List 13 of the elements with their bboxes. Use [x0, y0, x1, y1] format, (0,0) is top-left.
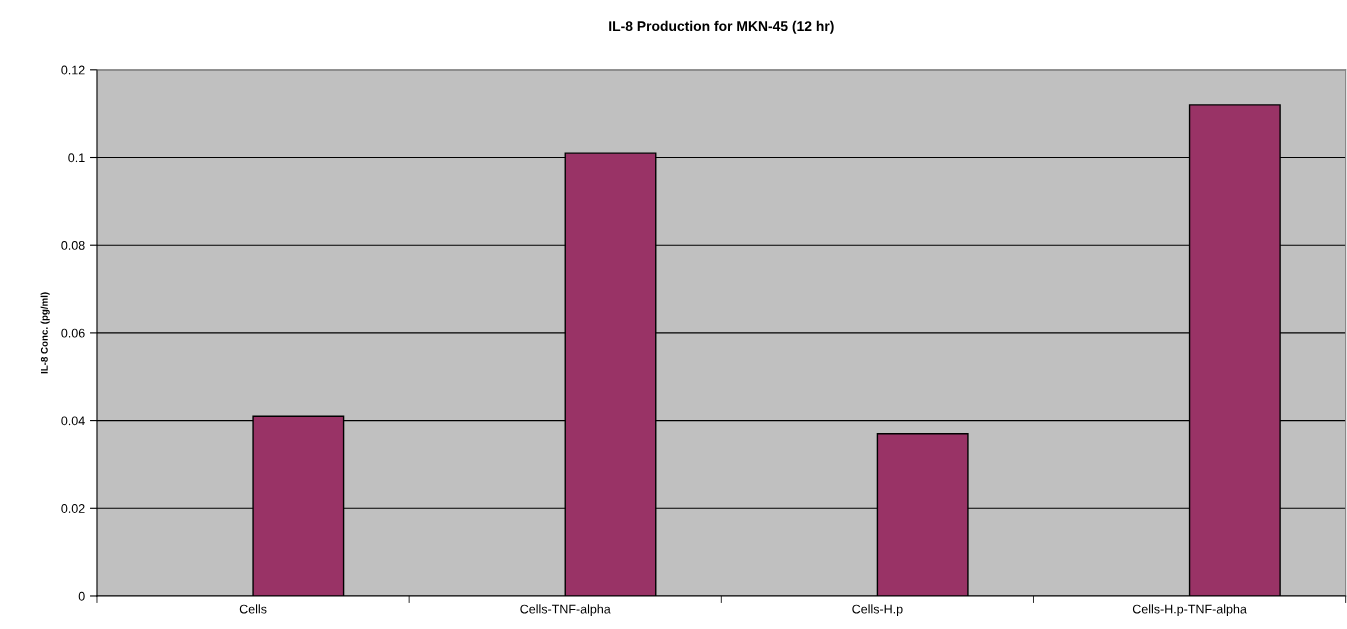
y-axis-title: IL-8 Conc. (pg/ml)	[40, 292, 50, 374]
y-tick-label: 0.02	[61, 504, 85, 513]
y-tick-label: 0.12	[61, 65, 85, 75]
x-tick-label: Cells-H.p	[852, 604, 903, 616]
x-tick-label: Cells-H.p-TNF-alpha	[1132, 604, 1247, 616]
y-tick-label: 0	[78, 591, 85, 601]
y-tick-label: 0.06	[61, 328, 85, 338]
y-tick-label: 0.1	[68, 153, 85, 163]
y-tick-label: 0.08	[61, 241, 85, 250]
y-tick-label: 0.04	[61, 416, 85, 426]
chart-title: IL-8 Production for MKN-45 (12 hr)	[609, 20, 834, 34]
x-tick-label: Cells	[239, 604, 267, 614]
x-tick-label: Cells-TNF-alpha	[520, 604, 611, 616]
